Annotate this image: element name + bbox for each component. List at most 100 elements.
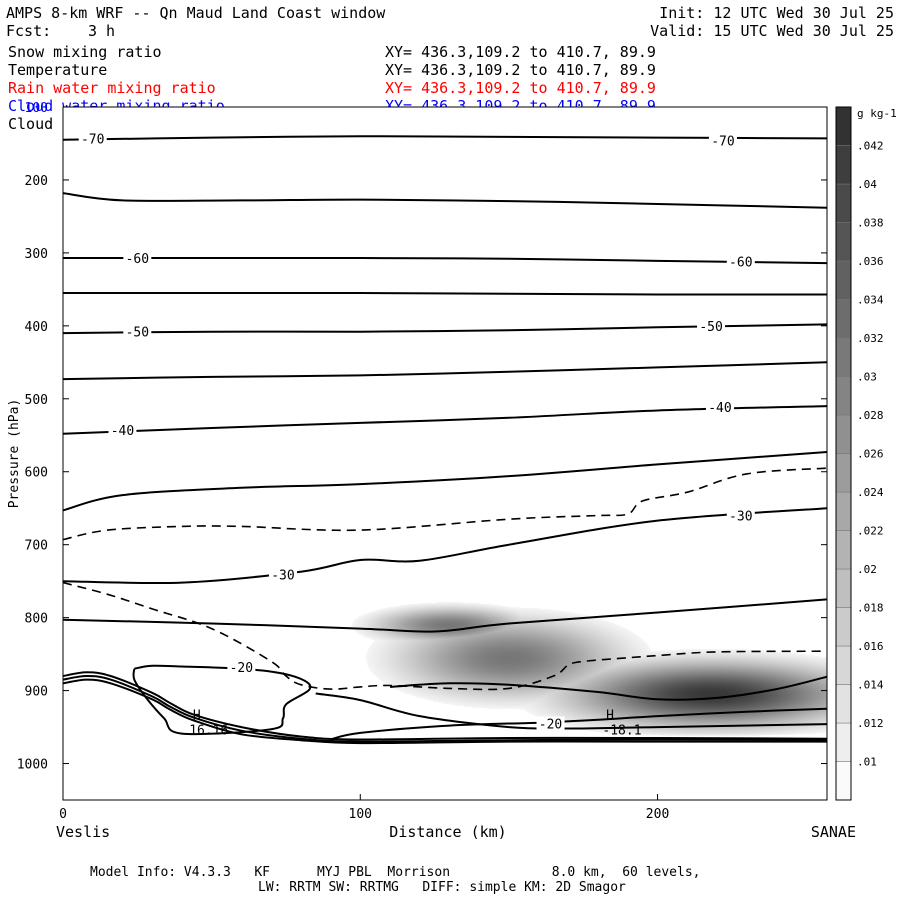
colorbar-swatch [835, 414, 852, 454]
page-title: AMPS 8-km WRF -- Qn Maud Land Coast wind… [6, 4, 386, 22]
contour-label: -50 [699, 320, 722, 335]
colorbar-swatch [835, 491, 852, 531]
contour-label: -30 [271, 569, 294, 584]
contour-label: -60 [126, 252, 149, 267]
temperature-contour [63, 256, 827, 265]
y-axis-label: Pressure (hPa) [7, 399, 22, 509]
footer-model-info: Model Info: V4.3.3 KF MYJ PBL Morrison 8… [90, 865, 701, 880]
temperature-contour [315, 692, 827, 730]
field-name: Snow mixing ratio [8, 43, 162, 61]
x-axis-label: Distance (km) [389, 823, 506, 841]
colorbar-swatch [835, 376, 852, 416]
y-tick-label: 700 [25, 539, 48, 554]
colorbar-swatch [835, 530, 852, 570]
colorbar-swatch [835, 568, 852, 608]
colorbar-swatch [835, 337, 852, 377]
y-tick-label: 800 [25, 612, 48, 627]
x-tick-label: 0 [59, 807, 67, 822]
temperature-contour [63, 678, 827, 745]
y-tick-label: 100 [25, 101, 48, 116]
cloud-contour [63, 467, 827, 541]
mixing-ratio-shading [63, 107, 827, 800]
contour-label-bg [705, 399, 734, 414]
contour-label-bg [123, 251, 152, 266]
contour-label: -40 [708, 401, 731, 416]
temperature-contour [389, 675, 827, 701]
contour-label-bg [108, 423, 137, 438]
colorbar-tick-label: .022 [857, 525, 884, 538]
contour-label: -70 [81, 132, 104, 147]
field-name: Temperature [8, 61, 108, 79]
temperature-contour [63, 598, 827, 633]
temperature-contour [132, 664, 312, 736]
colorbar-swatch [835, 645, 852, 685]
cloud-contour [63, 581, 827, 691]
contour-label-bg [78, 131, 107, 146]
temperature-contour [63, 135, 827, 141]
temperature-contour [63, 192, 827, 209]
colorbar-frame [835, 106, 852, 801]
contour-label-bg [123, 324, 152, 339]
colorbar-swatch [835, 684, 852, 724]
colorbar-swatch [835, 722, 852, 762]
contour-label-bg [227, 660, 256, 675]
contour-label: -20 [230, 661, 253, 676]
field-coordinates: XY= 436.3,109.2 to 410.7, 89.9 [385, 43, 656, 61]
colorbar-tick-label: .026 [857, 448, 884, 461]
colorbar-tick-label: .032 [857, 332, 884, 345]
contour-label-bg [726, 254, 755, 269]
y-tick-label: 300 [25, 247, 48, 262]
contour-label-bg [536, 716, 565, 731]
temperature-contour [63, 451, 827, 512]
contour-label: -70 [711, 135, 734, 150]
colorbar-swatch [835, 260, 852, 300]
field-name: Rain water mixing ratio [8, 79, 216, 97]
contour-label-bg [708, 133, 737, 148]
temperature-contour [330, 707, 827, 741]
colorbar-tick-label: .038 [857, 217, 884, 230]
contour-label: -40 [111, 424, 134, 439]
high-marker-label: H [606, 709, 614, 724]
contour-label-bg [726, 508, 755, 523]
temperature-contour [63, 291, 827, 296]
forecast-value: 3 h [88, 22, 116, 40]
field-coordinates: XY= 436.3,109.2 to 410.7, 89.9 [385, 61, 656, 79]
contour-label: -50 [126, 326, 149, 341]
colorbar-tick-label: .02 [857, 563, 877, 576]
footer-physics-info: LW: RRTM SW: RRTMG DIFF: simple KM: 2D S… [258, 880, 626, 895]
temperature-contour [63, 671, 827, 741]
contour-label: -60 [729, 256, 752, 271]
y-tick-label: 500 [25, 393, 48, 408]
colorbar-tick-label: .028 [857, 409, 884, 422]
colorbar-swatch [835, 183, 852, 223]
plot-frame [62, 106, 828, 801]
temperature-contour [63, 507, 827, 585]
colorbar-swatch [835, 145, 852, 185]
valid-time: Valid: 15 UTC Wed 30 Jul 25 [650, 22, 894, 40]
forecast-label: Fcst: [6, 22, 52, 40]
colorbar-tick-label: .03 [857, 371, 877, 384]
temperature-contour [63, 323, 827, 335]
contour-label: -30 [729, 510, 752, 525]
temperature-contour [63, 405, 827, 435]
x-tick-label: 200 [646, 807, 669, 822]
contour-label-bg [697, 318, 726, 333]
colorbar-tick-label: .012 [857, 717, 884, 730]
colorbar-swatch [835, 299, 852, 339]
y-tick-label: 400 [25, 320, 48, 335]
right-endpoint-label: SANAE [811, 823, 856, 841]
left-endpoint-label: Veslis [56, 823, 110, 841]
y-tick-label: 200 [25, 174, 48, 189]
temperature-contour [63, 674, 827, 743]
colorbar-swatch [835, 106, 852, 146]
x-tick-label: 100 [349, 807, 372, 822]
colorbar-swatch [835, 222, 852, 262]
colorbar-tick-label: .034 [857, 294, 884, 307]
colorbar-tick-label: .01 [857, 756, 877, 769]
init-time: Init: 12 UTC Wed 30 Jul 25 [659, 4, 894, 22]
colorbar-tick-label: .024 [857, 486, 884, 499]
colorbar-tick-label: .042 [857, 140, 884, 153]
colorbar-tick-label: .036 [857, 255, 884, 268]
high-marker-value: -18.1 [602, 724, 641, 739]
